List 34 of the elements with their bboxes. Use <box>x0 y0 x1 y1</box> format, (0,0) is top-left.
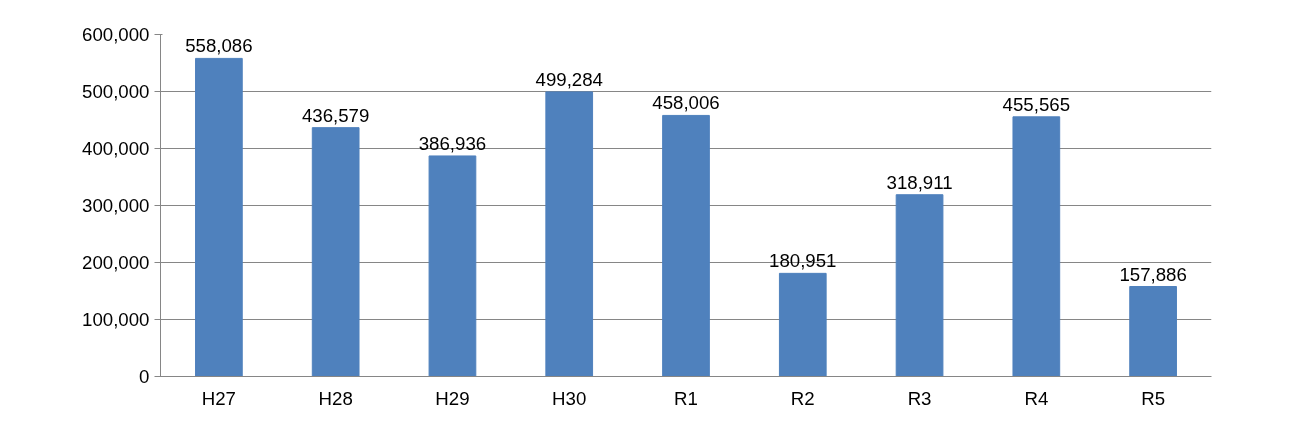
x-tick-label: R5 <box>1141 387 1166 409</box>
data-label: 386,936 <box>418 132 487 154</box>
y-tick-label: 100,000 <box>82 309 150 330</box>
data-label: 180,951 <box>769 250 837 272</box>
bar <box>311 127 360 377</box>
y-tick-label: 400,000 <box>82 138 150 159</box>
y-tick-label: 500,000 <box>82 81 150 102</box>
bar <box>545 91 594 377</box>
data-label: 499,284 <box>535 68 603 90</box>
data-label: 436,579 <box>301 104 370 126</box>
data-label: 455,565 <box>1002 93 1071 115</box>
data-label: 558,086 <box>185 35 253 57</box>
bar <box>662 114 710 377</box>
data-label: 318,911 <box>886 171 953 193</box>
x-tick-label: H30 <box>552 387 587 409</box>
y-tick-label: 200,000 <box>82 252 150 273</box>
data-label: 157,886 <box>1119 263 1187 285</box>
x-tick-label: R1 <box>674 387 698 409</box>
bar <box>428 155 477 377</box>
x-tick-label: R2 <box>790 387 815 409</box>
x-tick-label: R4 <box>1024 387 1049 409</box>
data-label: 458,006 <box>652 92 720 114</box>
x-tick-label: H29 <box>435 387 470 409</box>
y-tick-label: 600,000 <box>82 24 150 45</box>
bar <box>895 194 944 377</box>
bar <box>195 57 243 377</box>
x-tick-label: H28 <box>318 387 353 409</box>
x-tick-label: H27 <box>201 387 237 409</box>
y-tick-label: 300,000 <box>82 195 150 216</box>
y-tick-label: 0 <box>139 366 150 387</box>
bar <box>778 272 827 377</box>
x-tick-label: R3 <box>907 387 932 409</box>
bar <box>1129 286 1177 377</box>
bar <box>1012 116 1061 377</box>
